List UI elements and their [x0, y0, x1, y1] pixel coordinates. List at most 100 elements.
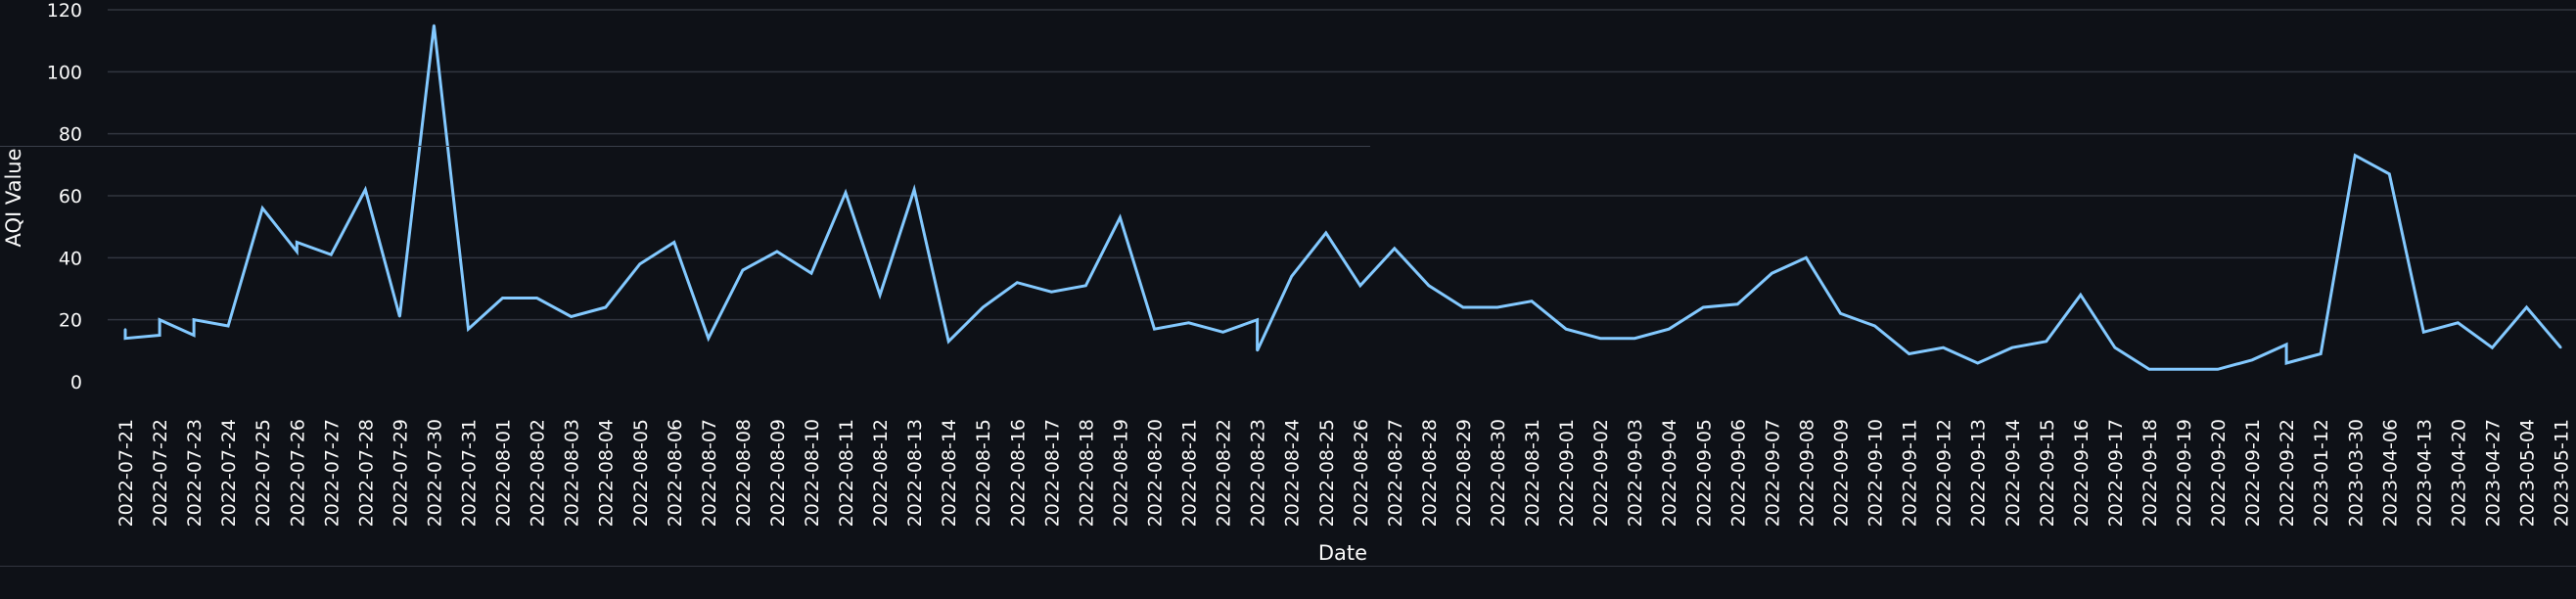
y-tick-label: 80	[59, 124, 82, 146]
x-tick-label: 2023-04-06	[2379, 419, 2401, 527]
data-point	[1119, 216, 1122, 219]
x-tick-label: 2022-08-28	[1419, 419, 1441, 527]
x-tick-label: 2022-09-07	[1762, 419, 1783, 527]
x-tick-label: 2023-05-04	[2517, 419, 2539, 527]
data-point	[2457, 321, 2460, 324]
data-point	[1427, 284, 1430, 287]
data-point	[2285, 344, 2288, 346]
data-point	[1324, 232, 1327, 234]
data-point	[1358, 284, 1361, 287]
data-point	[1153, 328, 1156, 331]
data-point	[364, 188, 367, 191]
x-tick-label: 2022-07-24	[218, 419, 240, 527]
x-tick-label: 2022-09-16	[2071, 419, 2093, 527]
data-point	[296, 251, 299, 253]
x-tick-label: 2022-07-23	[184, 419, 206, 527]
data-point	[1976, 362, 1979, 364]
x-tick-label: 2022-09-04	[1659, 419, 1680, 527]
data-point	[2354, 154, 2357, 157]
x-tick-label: 2022-09-11	[1900, 419, 1921, 527]
data-point	[1256, 318, 1259, 321]
x-tick-label: 2022-09-19	[2174, 419, 2195, 527]
x-tick-label: 2022-08-06	[665, 419, 686, 527]
x-tick-label: 2022-09-17	[2105, 419, 2127, 527]
data-point	[1736, 302, 1739, 305]
data-point	[535, 297, 538, 300]
x-tick-label: 2022-07-28	[355, 419, 377, 527]
data-point	[2285, 362, 2288, 364]
x-tick-label: 2022-07-30	[424, 419, 445, 527]
data-point	[1599, 337, 1602, 340]
x-tick-label: 2022-08-08	[733, 419, 755, 527]
x-tick-label: 2022-08-23	[1248, 419, 1269, 527]
x-tick-label: 2023-04-13	[2414, 419, 2435, 527]
x-tick-label: 2023-05-11	[2552, 419, 2573, 527]
data-point	[1633, 337, 1636, 340]
x-tick-label: 2022-07-22	[150, 419, 171, 527]
x-tick-label: 2022-08-02	[528, 419, 549, 527]
x-tick-label: 2022-08-09	[767, 419, 789, 527]
aqi-series-line	[123, 24, 2562, 371]
data-point	[2251, 358, 2254, 361]
x-tick-label: 2022-08-04	[596, 419, 618, 527]
data-point	[1256, 349, 1259, 352]
data-point	[672, 241, 675, 244]
x-tick-label: 2022-09-15	[2037, 419, 2058, 527]
data-point	[2388, 172, 2391, 175]
data-point	[2320, 352, 2323, 355]
data-point	[913, 188, 916, 191]
data-point	[1290, 275, 1293, 278]
x-tick-label: 2022-07-25	[253, 419, 274, 527]
y-tick-label: 0	[70, 372, 82, 393]
x-tick-label: 2022-09-12	[1934, 419, 1955, 527]
data-point	[2147, 368, 2150, 371]
x-tick-label: 2022-08-19	[1110, 419, 1131, 527]
x-tick-label: 2022-08-22	[1214, 419, 1235, 527]
data-point	[707, 337, 710, 340]
data-point	[193, 334, 196, 337]
x-tick-label: 2023-01-12	[2311, 419, 2332, 527]
data-point	[1461, 306, 1464, 308]
x-tick-label: 2022-08-05	[630, 419, 652, 527]
x-tick-label: 2022-08-15	[973, 419, 994, 527]
data-point	[1771, 272, 1773, 275]
x-tick-label: 2022-09-22	[2277, 419, 2298, 527]
data-point	[2113, 346, 2116, 349]
data-point	[604, 306, 607, 308]
data-point	[330, 253, 333, 256]
x-tick-label: 2022-07-27	[321, 419, 343, 527]
y-axis-title: AQI Value	[2, 148, 25, 247]
data-point	[982, 306, 985, 308]
data-point	[501, 297, 504, 300]
x-tick-label: 2022-09-10	[1865, 419, 1887, 527]
x-tick-label: 2022-08-21	[1179, 419, 1201, 527]
x-tick-label: 2022-08-07	[699, 419, 720, 527]
data-point	[261, 207, 264, 209]
data-point	[296, 241, 299, 244]
data-point	[2079, 294, 2082, 297]
data-point	[741, 269, 744, 271]
x-tick-label: 2022-08-26	[1351, 419, 1372, 527]
data-point	[2183, 368, 2185, 371]
data-point	[570, 315, 573, 318]
data-point	[227, 325, 230, 327]
x-tick-label: 2022-09-08	[1796, 419, 1817, 527]
data-point	[2217, 368, 2219, 371]
data-point	[1873, 325, 1876, 327]
grid-layer	[108, 9, 2576, 321]
data-point	[810, 272, 812, 275]
x-tick-label: 2022-08-30	[1488, 419, 1509, 527]
data-point	[1531, 300, 1533, 302]
x-tick-label: 2023-04-27	[2482, 419, 2504, 527]
x-tick-label: 2022-08-03	[562, 419, 583, 527]
data-point	[1565, 328, 1568, 331]
x-tick-label: 2022-08-12	[870, 419, 892, 527]
x-tick-label: 2022-09-03	[1625, 419, 1646, 527]
x-tick-label: 2022-08-31	[1522, 419, 1543, 527]
data-point	[1016, 281, 1019, 284]
y-tick-label: 60	[59, 186, 82, 207]
x-tick-label: 2022-08-13	[904, 419, 926, 527]
data-point	[2559, 346, 2562, 349]
x-tick-label: 2023-04-20	[2448, 419, 2469, 527]
